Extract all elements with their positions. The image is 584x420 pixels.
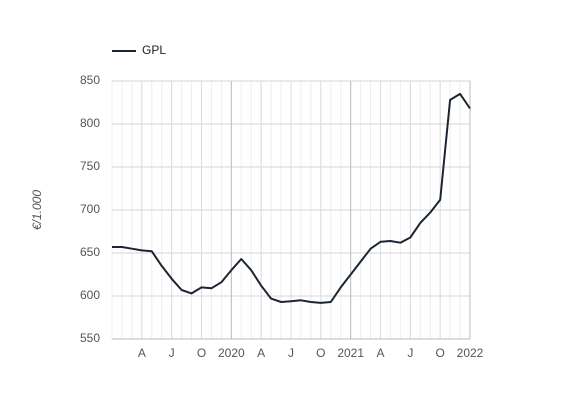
y-tick-label: 700: [80, 202, 100, 216]
x-tick-label: 2022: [457, 346, 484, 360]
x-tick-label: O: [316, 346, 325, 360]
legend-label: GPL: [142, 43, 166, 57]
y-tick-label: 600: [80, 288, 100, 302]
y-tick-label: 750: [80, 159, 100, 173]
x-tick-label: 2021: [337, 346, 364, 360]
x-tick-label: J: [288, 346, 294, 360]
y-tick-label: 550: [80, 331, 100, 345]
x-tick-label: A: [257, 346, 265, 360]
y-tick-label: 800: [80, 116, 100, 130]
x-tick-label: 2020: [218, 346, 245, 360]
y-axis-label: €/1.000: [30, 190, 44, 230]
x-tick-label: J: [407, 346, 413, 360]
y-tick-label: 650: [80, 245, 100, 259]
x-tick-label: A: [376, 346, 384, 360]
x-tick-label: A: [138, 346, 146, 360]
series-line: [112, 92, 471, 304]
x-tick-label: J: [169, 346, 175, 360]
y-tick-label: 850: [80, 73, 100, 87]
x-tick-label: O: [435, 346, 444, 360]
x-tick-label: O: [197, 346, 206, 360]
